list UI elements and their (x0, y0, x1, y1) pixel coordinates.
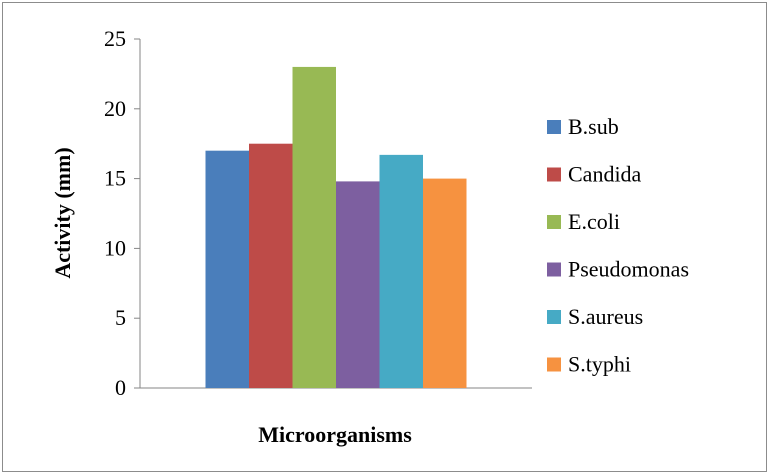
legend-swatch (547, 120, 561, 134)
bar-e-coli (292, 66, 336, 389)
bar-pseudomonas (336, 181, 380, 388)
legend: B.sub Candida E.coli Pseudomonas S.aureus S.t… (547, 114, 689, 377)
legend-label: B.sub (568, 114, 619, 139)
legend-swatch (547, 262, 561, 277)
legend-label: S.typhi (568, 352, 631, 377)
y-tick-label: 10 (104, 235, 126, 260)
legend-label: Pseudomonas (568, 257, 689, 282)
y-axis-title: Activity (mm) (50, 147, 75, 278)
bar-s-aureus (379, 154, 423, 388)
y-tick-label: 5 (115, 305, 126, 330)
legend-label: E.coli (568, 209, 620, 234)
legend-swatch (547, 310, 561, 324)
y-tick-label: 15 (104, 166, 126, 191)
bar-b-sub (205, 150, 249, 388)
y-tick-label: 0 (115, 375, 126, 400)
bar-candida (249, 143, 293, 388)
legend-label: S.aureus (568, 304, 643, 329)
y-tick-label: 25 (104, 26, 126, 51)
legend-swatch (547, 357, 561, 372)
x-axis-title: Microorganisms (258, 422, 412, 447)
legend-swatch (547, 215, 561, 229)
bar-s-typhi (423, 178, 467, 388)
y-tick-label: 20 (104, 96, 126, 121)
legend-swatch (547, 167, 561, 182)
legend-label: Candida (568, 162, 642, 187)
